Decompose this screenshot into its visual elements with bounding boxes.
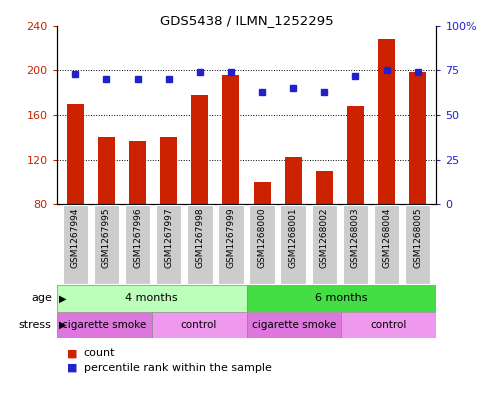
Text: control: control — [371, 320, 407, 330]
Text: percentile rank within the sample: percentile rank within the sample — [84, 363, 272, 373]
Bar — [67, 104, 84, 294]
Bar — [57, 285, 246, 312]
Text: count: count — [84, 348, 115, 358]
Text: stress: stress — [19, 320, 52, 330]
Bar — [152, 312, 246, 338]
Text: GSM1268000: GSM1268000 — [257, 208, 267, 268]
Bar — [341, 312, 436, 338]
Bar — [218, 205, 244, 284]
Bar — [160, 137, 177, 294]
Bar — [156, 205, 181, 284]
Text: ▶: ▶ — [59, 320, 67, 330]
Text: ■: ■ — [67, 348, 77, 358]
Bar — [129, 141, 146, 294]
Bar — [316, 171, 333, 294]
Text: GSM1267997: GSM1267997 — [164, 208, 173, 268]
Bar — [57, 312, 152, 338]
Bar — [222, 75, 240, 294]
Bar — [378, 39, 395, 294]
Bar — [347, 106, 364, 294]
Text: age: age — [31, 293, 52, 303]
Text: GDS5438 / ILMN_1252295: GDS5438 / ILMN_1252295 — [160, 14, 333, 27]
Bar — [187, 205, 212, 284]
Bar — [246, 285, 436, 312]
Bar — [405, 205, 430, 284]
Text: cigarette smoke: cigarette smoke — [252, 320, 336, 330]
Text: GSM1268004: GSM1268004 — [382, 208, 391, 268]
Bar — [94, 205, 119, 284]
Text: GSM1267996: GSM1267996 — [133, 208, 142, 268]
Text: ▶: ▶ — [59, 293, 67, 303]
Bar — [312, 205, 337, 284]
Bar — [98, 137, 115, 294]
Bar — [249, 205, 275, 284]
Text: GSM1267999: GSM1267999 — [226, 208, 236, 268]
Text: GSM1268003: GSM1268003 — [351, 208, 360, 268]
Bar — [284, 158, 302, 294]
Text: ■: ■ — [67, 363, 77, 373]
Bar — [281, 205, 306, 284]
Text: GSM1267998: GSM1267998 — [195, 208, 204, 268]
Text: GSM1267995: GSM1267995 — [102, 208, 111, 268]
Text: GSM1268001: GSM1268001 — [289, 208, 298, 268]
Text: 6 months: 6 months — [315, 293, 368, 303]
Text: GSM1268002: GSM1268002 — [320, 208, 329, 268]
Bar — [374, 205, 399, 284]
Text: GSM1267994: GSM1267994 — [71, 208, 80, 268]
Bar — [253, 182, 271, 294]
Bar — [246, 312, 341, 338]
Bar — [409, 72, 426, 294]
Text: 4 months: 4 months — [125, 293, 178, 303]
Bar — [343, 205, 368, 284]
Bar — [191, 95, 209, 294]
Text: GSM1268005: GSM1268005 — [413, 208, 422, 268]
Bar — [63, 205, 88, 284]
Text: cigarette smoke: cigarette smoke — [62, 320, 146, 330]
Bar — [125, 205, 150, 284]
Text: control: control — [181, 320, 217, 330]
